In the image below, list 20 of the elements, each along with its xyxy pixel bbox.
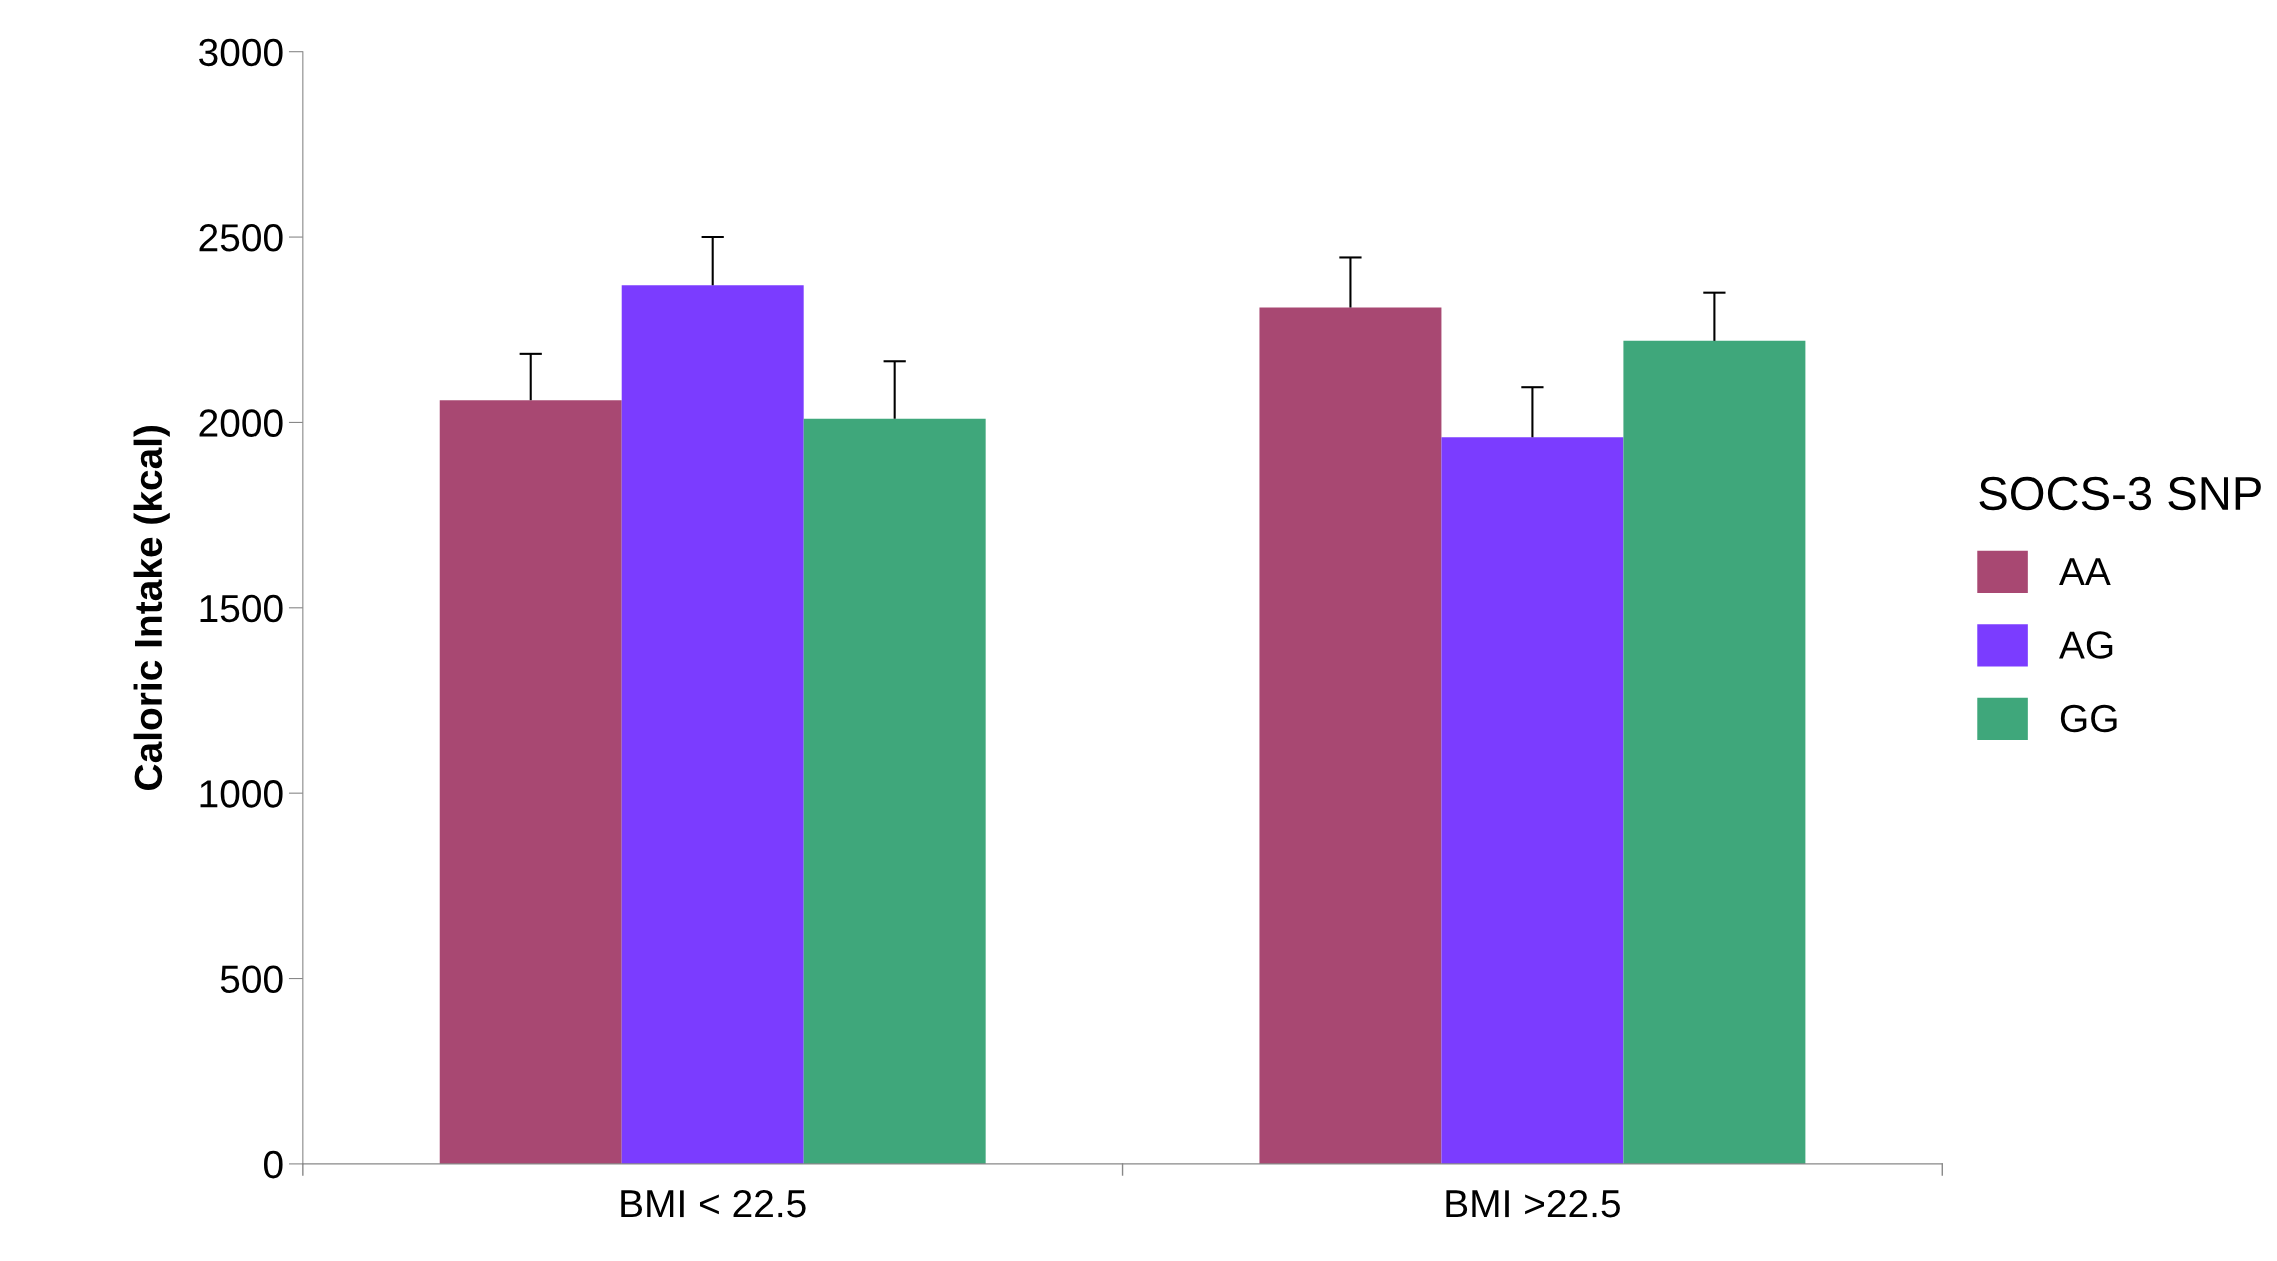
legend-label: GG <box>2060 704 2117 733</box>
y-tick-label: 3000 <box>199 38 283 67</box>
bar <box>1441 437 1624 1164</box>
legend-title: SOCS-3 SNP <box>1979 476 2261 511</box>
y-tick-label: 2000 <box>199 409 283 437</box>
y-tick-label: 2500 <box>199 224 283 252</box>
bar <box>1623 340 1806 1164</box>
y-axis-title: Caloric Intake (kcal) <box>133 426 170 790</box>
y-tick-label: 1500 <box>200 594 283 623</box>
bar <box>439 400 622 1164</box>
bar <box>1259 307 1442 1164</box>
x-tick-label: BMI >22.5 <box>1446 1189 1620 1218</box>
legend-label: AA <box>2059 558 2111 585</box>
y-tick-label: 0 <box>263 1150 283 1179</box>
y-tick-label: 1000 <box>200 780 283 808</box>
bar <box>803 418 986 1164</box>
bar <box>621 285 804 1164</box>
x-tick-label: BMI < 22.5 <box>621 1189 806 1218</box>
y-tick-label: 500 <box>220 965 283 994</box>
legend-label: AG <box>2059 631 2113 659</box>
